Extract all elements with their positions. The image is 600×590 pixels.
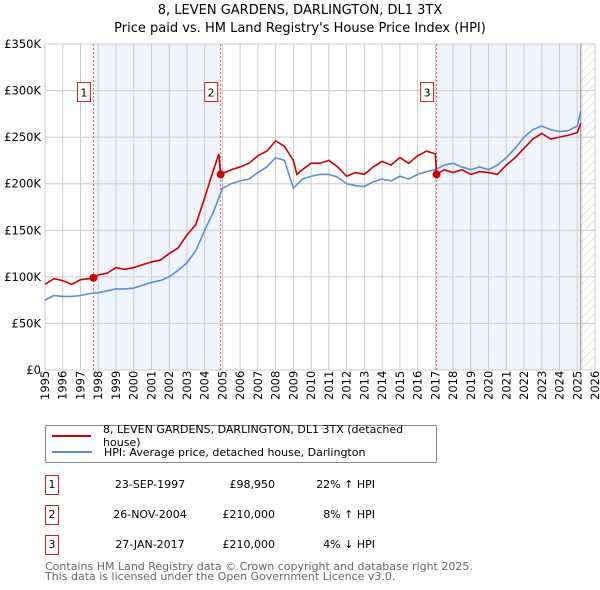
x-tick-label: 1999 [109, 371, 123, 400]
transaction-hpi: 4% ↓ HPI [323, 538, 375, 551]
chart-legend: 8, LEVEN GARDENS, DARLINGTON, DL1 3TX (d… [45, 423, 437, 463]
legend-swatch-blue [52, 451, 92, 453]
x-tick-label: 2004 [198, 371, 212, 400]
x-tick-label: 2025 [570, 371, 584, 400]
sale-point [89, 273, 98, 282]
x-tick-label: 2010 [304, 371, 318, 400]
shaded-period [436, 44, 581, 370]
transaction-marker: 2 [45, 505, 59, 525]
sale-label-box [76, 82, 91, 103]
x-tick-label: 1998 [91, 371, 105, 400]
x-tick-label: 2026 [588, 371, 600, 400]
sale-point [216, 170, 225, 179]
transaction-price: £210,000 [222, 538, 276, 551]
transaction-row: 1 23-SEP-1997 £98,950 22% ↑ HPI [45, 475, 445, 495]
chart-title: 8, LEVEN GARDENS, DARLINGTON, DL1 3TX [157, 3, 443, 18]
x-tick-label: 2003 [180, 371, 194, 400]
transaction-marker: 1 [45, 475, 59, 495]
y-tick-label: £50K [12, 316, 42, 330]
legend-label: 8, LEVEN GARDENS, DARLINGTON, DL1 3TX (d… [103, 423, 404, 449]
x-tick-label: 2014 [375, 371, 389, 400]
x-tick-label: 2016 [411, 371, 425, 400]
x-tick-label: 2024 [553, 371, 567, 400]
transaction-hpi: 22% ↑ HPI [316, 478, 375, 491]
transaction-hpi: 8% ↑ HPI [323, 508, 375, 521]
transaction-date: 23-SEP-1997 [114, 478, 186, 491]
y-tick-label: £200K [4, 177, 41, 191]
price-paid-line [44, 122, 582, 286]
x-tick-label: 2015 [393, 371, 407, 400]
sale-label-box [420, 82, 435, 103]
price-chart: 1995 1996 1997 1998 1999 2000 2001 2002 2003 2004… [4, 37, 600, 400]
transaction-price: £210,000 [222, 508, 276, 521]
x-tick-label: 1995 [38, 371, 52, 400]
sale-label: 3 [424, 87, 431, 100]
transaction-date: 26-NOV-2004 [113, 508, 187, 521]
y-tick-label: £250K [4, 130, 41, 144]
x-tick-label: 2023 [535, 371, 549, 400]
x-tick-label: 2002 [162, 371, 176, 400]
legend-item-property: 8, LEVEN GARDENS, DARLINGTON, DL1 3TX (d… [46, 423, 436, 449]
x-tick-label: 2019 [464, 371, 478, 400]
y-tick-label: £350K [4, 37, 41, 51]
y-tick-label: £300K [4, 84, 41, 98]
x-tick-label: 2021 [499, 371, 513, 400]
transaction-row: 2 26-NOV-2004 £210,000 8% ↑ HPI [45, 505, 445, 525]
transaction-price: £98,950 [229, 478, 276, 491]
x-tick-label: 2018 [446, 371, 460, 400]
transaction-date: 27-JAN-2017 [115, 538, 185, 551]
legend-swatch-red [52, 435, 92, 437]
y-tick-label: £0 [26, 363, 41, 377]
x-tick-label: 2009 [286, 371, 300, 400]
sale-point [432, 170, 441, 179]
x-tick-label: 2011 [322, 371, 336, 400]
transaction-row: 3 27-JAN-2017 £210,000 4% ↓ HPI [45, 535, 445, 555]
y-tick-label: £100K [4, 270, 41, 284]
forecast-hatch [580, 44, 595, 370]
sale-label-box [204, 82, 219, 103]
x-tick-label: 2007 [251, 371, 265, 400]
chart-subtitle: Price paid vs. HM Land Registry's House … [114, 21, 486, 36]
x-tick-label: 2020 [482, 371, 496, 400]
x-tick-label: 2013 [357, 371, 371, 400]
legend-label: HPI: Average price, detached house, Darl… [104, 445, 366, 459]
shaded-period [93, 44, 221, 370]
footer-copyright: Contains HM Land Registry data © Crown c… [45, 560, 473, 573]
x-tick-label: 2012 [340, 371, 354, 400]
x-tick-label: 2000 [127, 371, 141, 400]
sale-label: 2 [208, 87, 215, 100]
x-tick-label: 2006 [233, 371, 247, 400]
x-tick-label: 1997 [73, 371, 87, 400]
x-tick-label: 1996 [56, 371, 70, 400]
hpi-line [44, 110, 582, 301]
x-tick-label: 2017 [428, 371, 442, 400]
footer-licence: This data is licensed under the Open Gov… [45, 570, 396, 583]
x-tick-label: 2001 [144, 371, 158, 400]
x-tick-label: 2008 [269, 371, 283, 400]
transaction-marker: 3 [45, 535, 59, 555]
y-tick-label: £150K [4, 223, 41, 237]
x-tick-label: 2005 [215, 371, 229, 400]
sale-label: 1 [80, 87, 87, 100]
x-tick-label: 2022 [517, 371, 531, 400]
legend-item-hpi: HPI: Average price, detached house, Darl… [46, 444, 365, 460]
